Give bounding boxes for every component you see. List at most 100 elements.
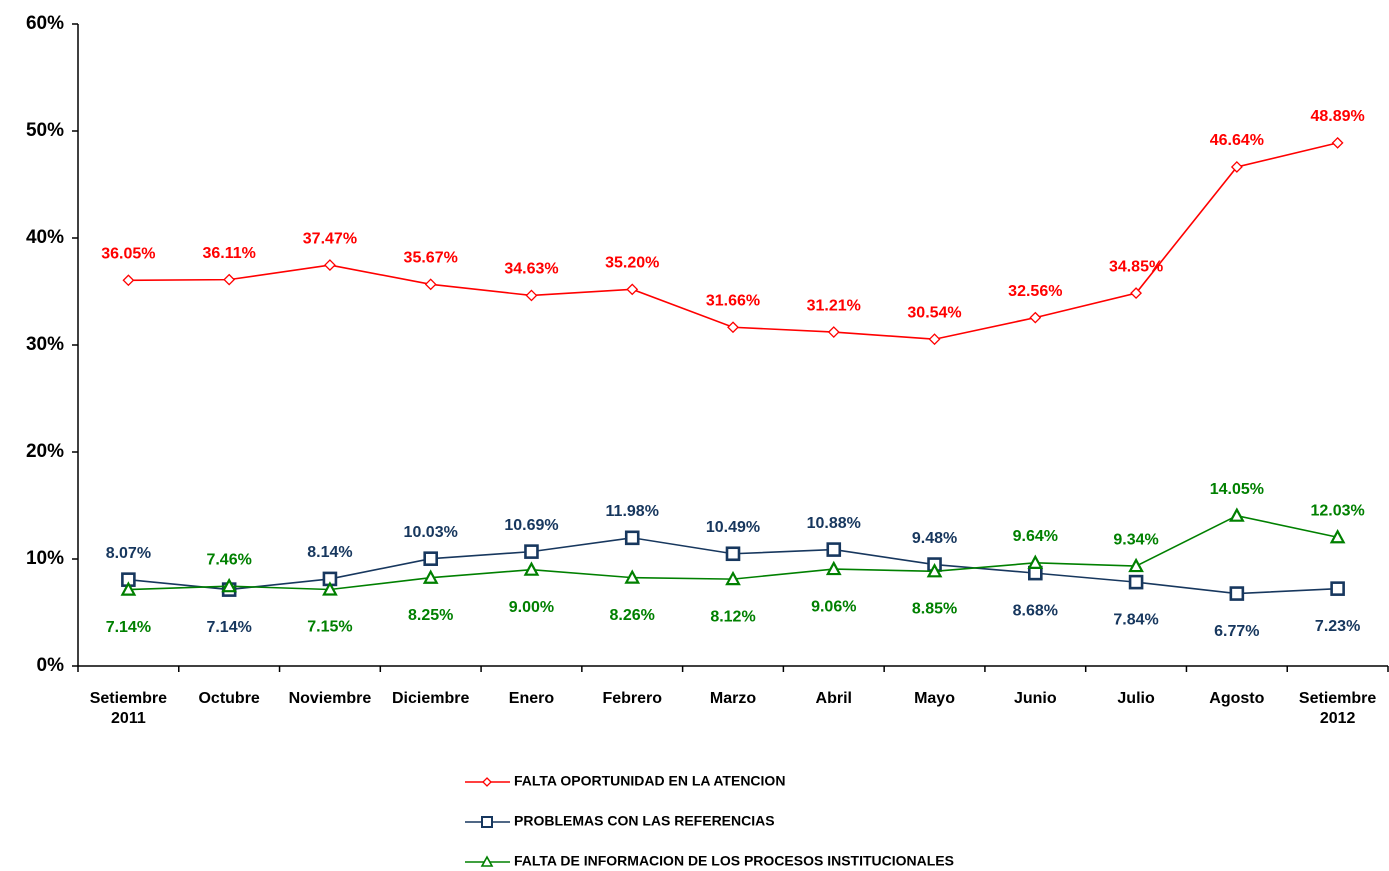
y-tick-label: 50% (26, 120, 64, 141)
x-tick-label: Diciembre (392, 690, 469, 707)
point (1330, 581, 1345, 596)
point (424, 278, 437, 291)
x-tick-label: Febrero (602, 690, 662, 707)
legend-marker (481, 816, 493, 828)
point (928, 333, 941, 346)
x-tick-label: Abril (816, 690, 852, 707)
point (624, 530, 640, 546)
data-label: 6.77% (1214, 623, 1259, 640)
legend-label: PROBLEMAS CON LAS REFERENCIAS (514, 813, 775, 829)
point (727, 321, 739, 334)
data-label: 35.67% (404, 250, 458, 267)
data-label: 8.26% (610, 607, 655, 624)
y-tick-label: 10% (26, 548, 64, 569)
x-tick-label: Enero (509, 690, 555, 707)
x-tick-label-line: 2012 (1320, 710, 1356, 727)
data-label: 8.68% (1013, 602, 1058, 619)
data-label: 9.64% (1013, 528, 1058, 545)
point (120, 581, 137, 596)
data-label: 12.03% (1310, 502, 1364, 519)
point (324, 259, 336, 271)
data-label: 8.07% (106, 545, 151, 562)
data-label: 36.11% (202, 245, 255, 262)
legend-symbol (482, 777, 492, 787)
y-tick-label: 0% (37, 655, 65, 676)
x-tick-label-line: 2011 (111, 710, 146, 727)
legend-marker (482, 777, 492, 787)
point (322, 581, 338, 596)
data-label: 7.84% (1113, 611, 1158, 628)
x-tick-label: Mayo (914, 690, 955, 707)
x-tick-label: Julio (1117, 690, 1155, 707)
data-label: 7.23% (1315, 618, 1360, 635)
point (1229, 586, 1245, 601)
legend-symbol (481, 816, 493, 828)
data-label: 36.05% (101, 245, 155, 262)
data-label: 14.05% (1210, 481, 1264, 498)
x-tick-label: Marzo (710, 690, 756, 707)
point (1331, 136, 1344, 149)
legend-label: FALTA OPORTUNIDAD EN LA ATENCION (514, 773, 785, 789)
point (1130, 287, 1142, 300)
y-tick-label: 20% (26, 441, 64, 462)
data-label: 35.20% (605, 255, 659, 272)
point (825, 560, 842, 576)
data-label: 48.89% (1310, 108, 1364, 125)
x-tick-label: Agosto (1209, 690, 1264, 707)
point (725, 570, 741, 586)
legend-label: FALTA DE INFORMACION DE LOS PROCESOS INS… (514, 853, 954, 869)
data-label: 7.15% (307, 619, 352, 636)
data-label: 7.46% (206, 551, 251, 568)
point (725, 546, 741, 562)
x-tick-label: Junio (1014, 690, 1057, 707)
data-label: 31.21% (807, 297, 861, 314)
data-label: 32.56% (1008, 283, 1062, 300)
point (1027, 554, 1044, 569)
data-label: 34.63% (504, 261, 558, 278)
data-label: 8.85% (912, 601, 957, 618)
x-tick-label: Noviembre (289, 690, 372, 707)
x-tick-label: Octubre (198, 690, 259, 707)
data-label: 9.34% (1113, 531, 1158, 548)
data-label: 30.54% (907, 304, 961, 321)
point (826, 542, 842, 557)
point (827, 326, 840, 338)
legend-symbol (480, 855, 494, 867)
point (1029, 311, 1042, 324)
legend-marker (480, 855, 494, 867)
y-tick-label: 60% (26, 13, 64, 34)
point (1230, 161, 1243, 173)
x-tick-label: Setiembre 2011 (90, 690, 167, 727)
point (122, 274, 135, 287)
x-tick-label: Setiembre 2012 (1299, 690, 1376, 727)
point (624, 569, 641, 584)
data-label: 34.85% (1109, 258, 1163, 275)
x-tick-label-line: Setiembre (90, 690, 167, 707)
point (221, 577, 238, 593)
data-label: 8.25% (408, 607, 453, 624)
point (1228, 507, 1245, 522)
data-label: 11.98% (606, 503, 659, 520)
x-tick-label-line: Setiembre (1299, 690, 1376, 707)
data-label: 10.69% (504, 517, 558, 534)
point (223, 273, 236, 286)
point (523, 561, 540, 576)
data-label: 46.64% (1210, 132, 1264, 149)
data-label: 7.14% (106, 619, 151, 636)
data-label: 37.47% (303, 230, 357, 247)
data-label: 7.14% (206, 619, 251, 636)
point (524, 544, 539, 559)
point (422, 569, 439, 584)
point (1329, 528, 1346, 544)
data-label: 9.06% (811, 598, 856, 615)
data-label: 8.12% (710, 608, 755, 625)
point (525, 289, 538, 302)
data-label: 9.48% (912, 530, 957, 547)
data-label: 9.00% (509, 599, 554, 616)
data-label: 10.03% (404, 524, 458, 541)
point (626, 283, 639, 296)
data-label: 10.88% (807, 515, 861, 532)
point (926, 563, 943, 578)
data-label: 31.66% (706, 292, 760, 309)
